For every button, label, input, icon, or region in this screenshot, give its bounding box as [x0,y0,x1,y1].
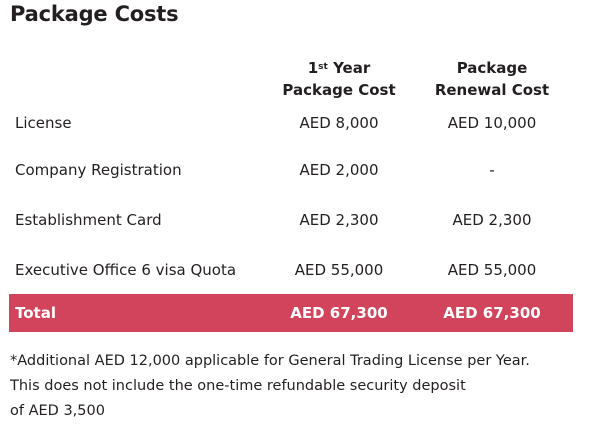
column-header-first-year-cost: 1st Year Package Cost [282,59,396,99]
footnote-line: *Additional AED 12,000 applicable for Ge… [10,353,530,369]
first-year-cost: AED 2,300 [299,211,379,229]
renewal-cost: - [489,161,495,179]
renewal-cost: AED 55,000 [447,261,537,279]
table-row: Executive Office 6 visa Quota AED 55,000… [9,259,573,281]
row-label: Establishment Card [15,211,162,229]
total-label: Total [15,304,56,322]
column-header-renewal-cost: Package Renewal Cost [434,59,550,99]
footnote-line: This does not include the one-time refun… [10,378,466,394]
table-row: Establishment Card AED 2,300 AED 2,300 [9,209,573,231]
first-year-cost: AED 2,000 [299,161,379,179]
total-first-year-cost: AED 67,300 [290,304,388,322]
footnote-line: of AED 3,500 [10,403,105,419]
row-label: Company Registration [15,161,182,179]
row-label: License [15,114,72,132]
table-row: Company Registration AED 2,000 - [9,159,573,181]
first-year-cost: AED 8,000 [299,114,379,132]
page-title: Package Costs [10,2,179,26]
renewal-cost: AED 10,000 [447,114,537,132]
table-row: License AED 8,000 AED 10,000 [9,112,573,134]
renewal-cost: AED 2,300 [452,211,532,229]
first-year-cost: AED 55,000 [294,261,384,279]
row-label: Executive Office 6 visa Quota [15,261,237,279]
total-row: Total AED 67,300 AED 67,300 [9,294,573,332]
total-renewal-cost: AED 67,300 [443,304,541,322]
footnote: *Additional AED 12,000 applicable for Ge… [10,349,605,424]
